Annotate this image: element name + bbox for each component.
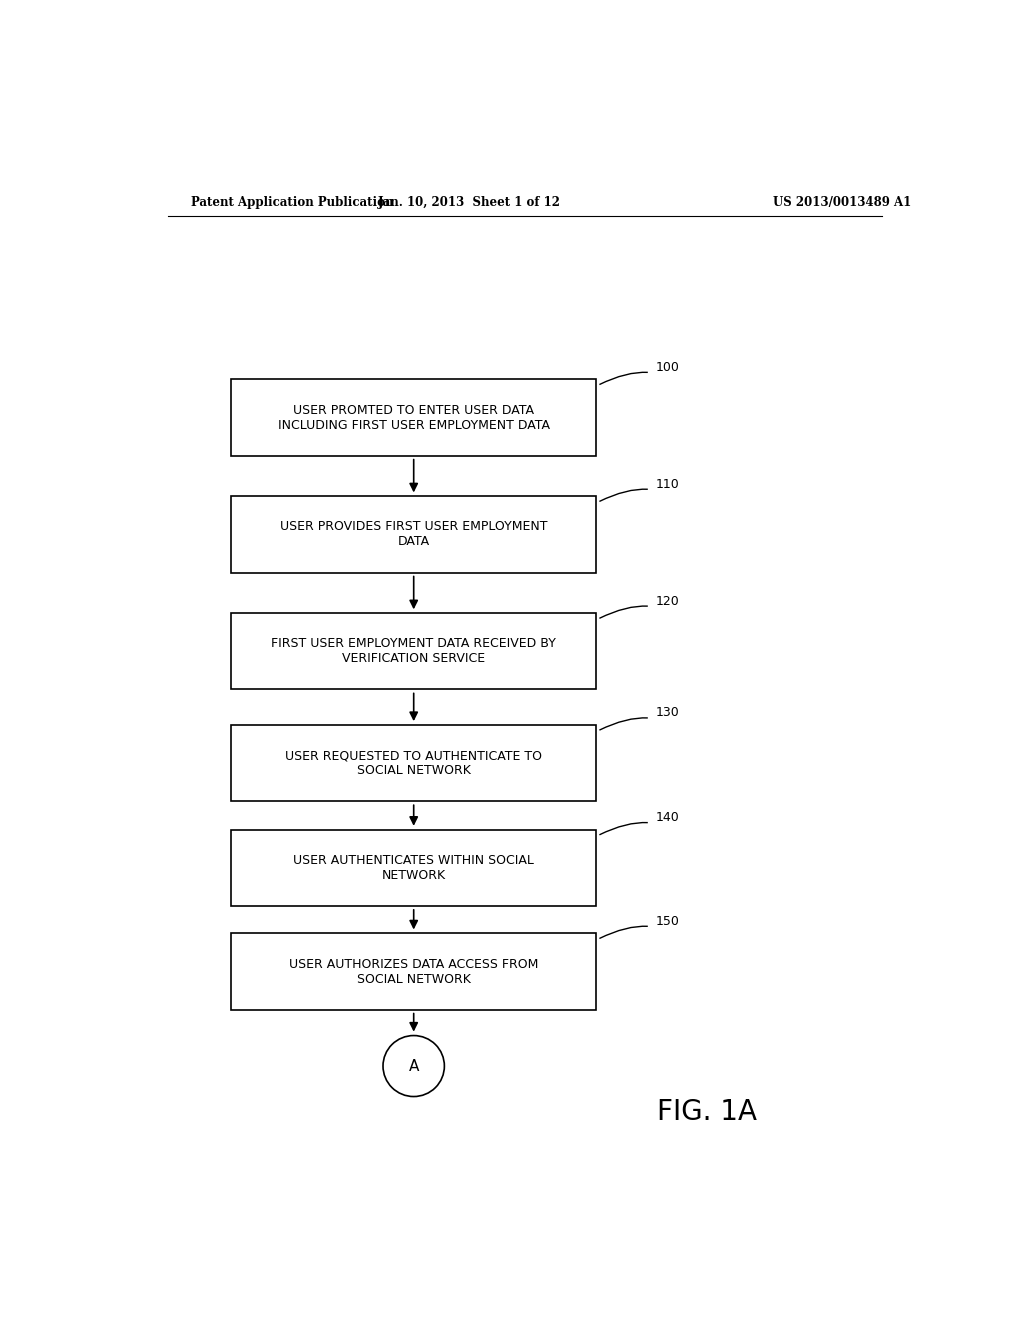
Text: USER REQUESTED TO AUTHENTICATE TO
SOCIAL NETWORK: USER REQUESTED TO AUTHENTICATE TO SOCIAL… [286,750,542,777]
Bar [231,496,596,573]
Text: 130: 130 [655,706,680,719]
Bar [231,379,596,455]
Text: USER PROVIDES FIRST USER EMPLOYMENT
DATA: USER PROVIDES FIRST USER EMPLOYMENT DATA [280,520,548,549]
Text: FIRST USER EMPLOYMENT DATA RECEIVED BY
VERIFICATION SERVICE: FIRST USER EMPLOYMENT DATA RECEIVED BY V… [271,638,556,665]
Bar [231,933,596,1010]
Text: USER AUTHORIZES DATA ACCESS FROM
SOCIAL NETWORK: USER AUTHORIZES DATA ACCESS FROM SOCIAL … [289,957,539,986]
Bar [231,614,596,689]
Text: 150: 150 [655,915,680,928]
Text: USER PROMTED TO ENTER USER DATA
INCLUDING FIRST USER EMPLOYMENT DATA: USER PROMTED TO ENTER USER DATA INCLUDIN… [278,404,550,432]
Text: A: A [409,1059,419,1073]
Text: 110: 110 [655,478,680,491]
Text: US 2013/0013489 A1: US 2013/0013489 A1 [773,195,911,209]
Text: USER AUTHENTICATES WITHIN SOCIAL
NETWORK: USER AUTHENTICATES WITHIN SOCIAL NETWORK [293,854,535,882]
Ellipse shape [383,1036,444,1097]
Text: 140: 140 [655,810,680,824]
Bar [231,725,596,801]
Text: FIG. 1A: FIG. 1A [657,1098,758,1126]
Text: 120: 120 [655,594,680,607]
Bar [231,830,596,906]
Text: Patent Application Publication: Patent Application Publication [191,195,394,209]
Text: Jan. 10, 2013  Sheet 1 of 12: Jan. 10, 2013 Sheet 1 of 12 [378,195,561,209]
Text: 100: 100 [655,360,680,374]
